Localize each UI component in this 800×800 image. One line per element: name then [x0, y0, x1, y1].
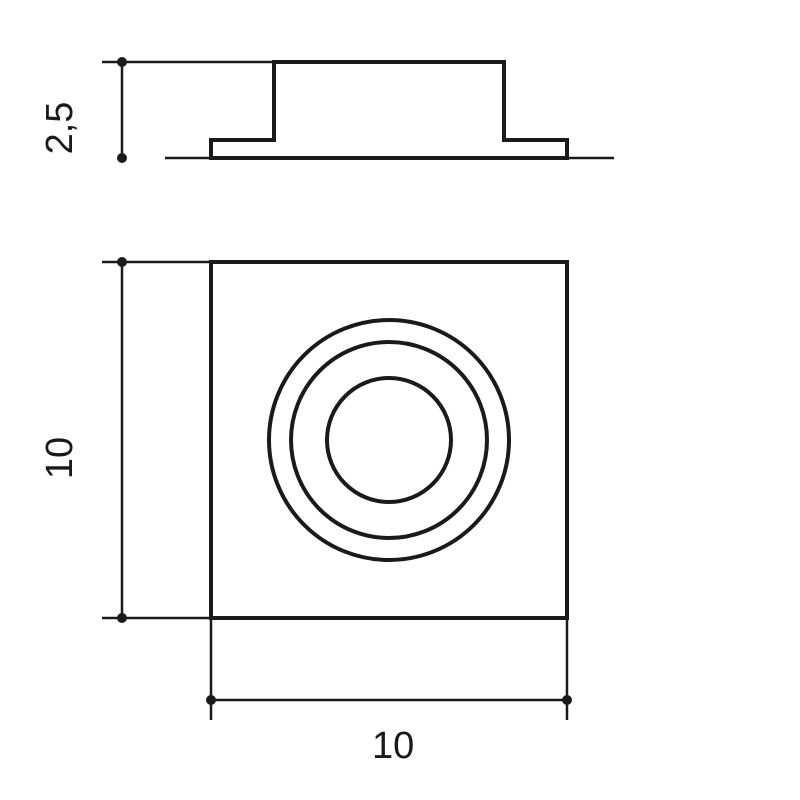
side-body	[274, 62, 504, 140]
dim-label-height-top: 10	[39, 437, 81, 479]
dim-label-width-top: 10	[372, 725, 414, 767]
top-circle-inner	[327, 378, 451, 502]
side-flange	[211, 140, 567, 158]
technical-drawing: 2,5 10 10	[0, 0, 800, 800]
dim-label-height-side: 2,5	[39, 102, 81, 155]
top-circle-mid	[291, 342, 487, 538]
top-circle-outer	[269, 320, 509, 560]
top-square	[211, 262, 567, 618]
